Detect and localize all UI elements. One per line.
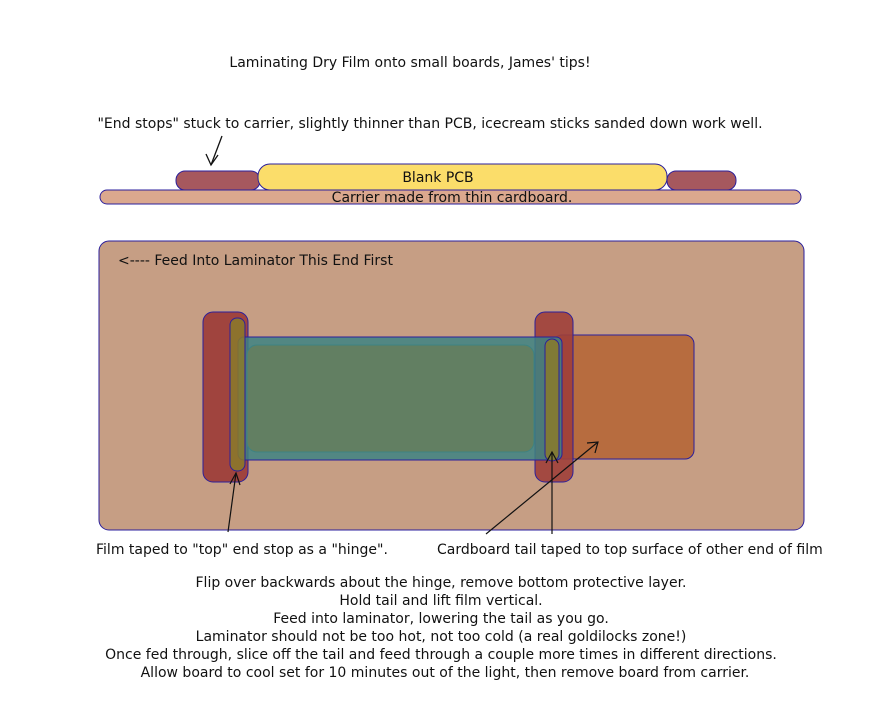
hinge-arrowhead — [229, 471, 241, 486]
tail-label: Cardboard tail taped to top surface of o… — [437, 542, 823, 558]
end-stops-note: "End stops" stuck to carrier, slightly t… — [97, 116, 762, 132]
blank-pcb — [257, 163, 668, 191]
hinge-arrow — [227, 472, 237, 533]
tail-arrowhead — [586, 441, 599, 454]
diagram-title: Laminating Dry Film onto small boards, J… — [229, 55, 590, 71]
instruction-line: Hold tail and lift film vertical. — [339, 593, 542, 609]
hinge-label: Film taped to "top" end stop as a "hinge… — [96, 542, 388, 558]
instruction-line: Allow board to cool set for 10 minutes o… — [141, 665, 750, 681]
tail-arrow — [485, 441, 599, 535]
end-stop-arrow — [210, 135, 223, 166]
feed-direction-label: <---- Feed Into Laminator This End First — [118, 253, 393, 269]
instruction-line: Feed into laminator, lowering the tail a… — [273, 611, 609, 627]
instruction-line: Once fed through, slice off the tail and… — [105, 647, 777, 663]
hinge-tape — [229, 317, 246, 472]
carrier-label: Carrier made from thin cardboard. — [332, 190, 573, 206]
cardboard-tail — [552, 334, 695, 460]
end-stop-right — [666, 170, 737, 191]
instruction-line: Flip over backwards about the hinge, rem… — [196, 575, 687, 591]
end-stop-arrowhead — [205, 153, 219, 167]
tail-tape — [544, 338, 560, 462]
end-stop-left — [175, 170, 261, 191]
instruction-line: Laminator should not be too hot, not too… — [196, 629, 687, 645]
pcb-under-film — [246, 344, 535, 453]
pcb-label: Blank PCB — [402, 170, 473, 186]
tail-tape-arrowhead — [545, 450, 559, 464]
